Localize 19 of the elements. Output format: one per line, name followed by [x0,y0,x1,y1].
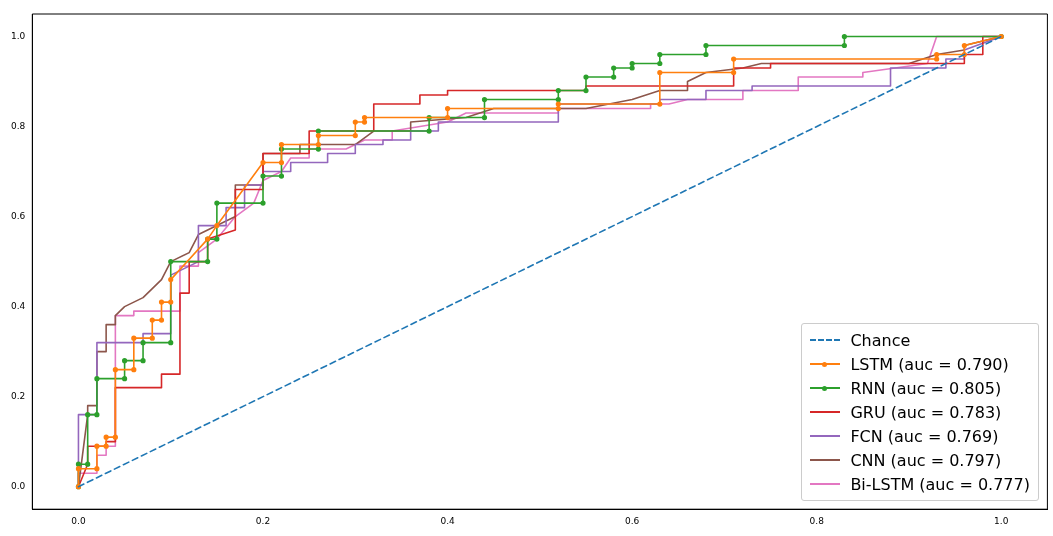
y-tick-label: 0.6 [10,210,26,221]
x-tick-label: 0.8 [809,515,825,526]
legend-label: GRU (auc = 0.783) [850,402,1002,422]
y-tick-label: 1.0 [10,30,26,41]
legend-label: FCN (auc = 0.769) [850,426,999,446]
y-tick-label: 0.0 [10,481,26,492]
legend-label: Chance [850,330,911,350]
legend-label: Bi-LSTM (auc = 0.777) [850,474,1030,494]
y-tick-label: 0.2 [10,391,26,401]
legend-label: RNN (auc = 0.805) [850,378,1002,398]
y-tick-label: 0.8 [10,120,26,131]
legend-label: LSTM (auc = 0.790) [850,354,1009,374]
x-tick-label: 1.0 [994,515,1009,526]
x-tick-label: 0.4 [440,515,455,526]
legend-label: CNN (auc = 0.797) [850,450,1002,470]
x-tick-label: 0.6 [624,515,640,526]
y-tick-label: 0.4 [10,300,26,311]
x-tick-label: 0.0 [71,515,86,526]
x-tick-label: 0.2 [255,515,271,526]
